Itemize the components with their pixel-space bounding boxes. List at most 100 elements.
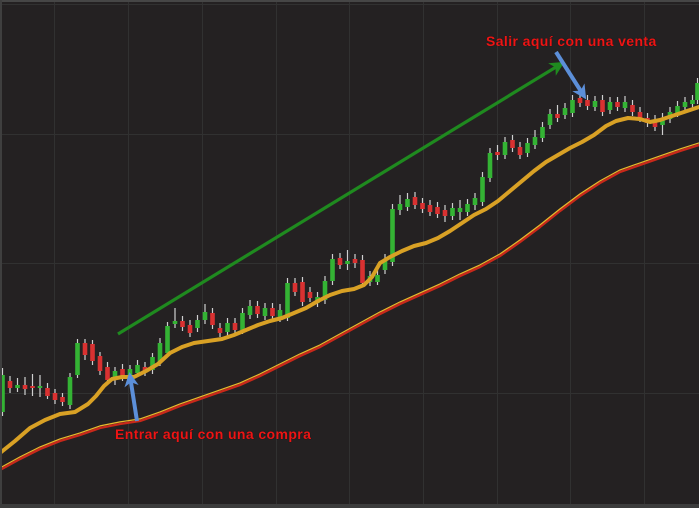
candle-body: [487, 153, 493, 178]
candle-body: [300, 282, 305, 302]
candle-body: [345, 261, 350, 264]
candle-body: [22, 385, 28, 389]
candle-body: [405, 199, 410, 207]
candle-body: [37, 386, 43, 388]
candle-down: [52, 389, 58, 404]
candle-body: [390, 209, 395, 262]
candle-up: [0, 368, 5, 416]
candle-down: [517, 142, 523, 159]
candle-body: [292, 283, 298, 292]
candle-up: [405, 193, 410, 211]
candle-body: [337, 258, 343, 265]
candle-body: [352, 259, 358, 263]
candle-body: [615, 102, 620, 107]
candle-body: [465, 204, 470, 212]
chart-bottom-border: [0, 504, 699, 508]
candle-body: [232, 323, 238, 330]
candle-up: [695, 78, 699, 104]
candle-down: [615, 97, 620, 111]
candle-body: [450, 208, 455, 216]
candle-down: [585, 95, 590, 110]
candle-down: [495, 145, 500, 160]
candle-up: [660, 113, 665, 135]
candle-body: [217, 328, 223, 333]
candle-body: [322, 281, 328, 300]
candle-body: [675, 106, 680, 113]
candle-up: [690, 95, 695, 109]
candle-body: [562, 108, 568, 115]
buy-point-arrow: [124, 372, 139, 422]
candle-body: [690, 100, 695, 104]
candle-up: [532, 130, 538, 149]
candle-up: [622, 96, 628, 112]
candle-body: [247, 306, 253, 315]
trend-arrow: [117, 61, 565, 336]
candle-body: [607, 102, 613, 110]
candle-body: [682, 102, 688, 107]
candle-body: [15, 385, 20, 388]
candle-up: [330, 254, 335, 285]
candle-down: [420, 198, 425, 213]
candle-down: [307, 287, 313, 302]
candle-up: [472, 193, 478, 210]
candle-up: [375, 270, 380, 285]
candle-body: [7, 381, 13, 388]
candle-body: [375, 275, 380, 282]
candle-body: [695, 83, 699, 100]
candle-up: [345, 250, 350, 270]
candle-body: [435, 207, 440, 214]
candle-up: [172, 308, 178, 328]
candle-down: [180, 316, 185, 331]
candle-body: [525, 143, 530, 153]
candle-up: [502, 137, 508, 159]
candle-down: [352, 254, 358, 268]
candle-down: [442, 205, 448, 222]
candle-body: [397, 204, 403, 210]
candle-body: [480, 177, 485, 202]
candle-body: [442, 210, 448, 216]
candle-down: [555, 105, 560, 122]
candle-body: [652, 120, 658, 127]
candle-body: [52, 393, 58, 400]
candle-body: [135, 365, 140, 373]
candle-up: [195, 315, 200, 332]
candle-down: [232, 318, 238, 334]
candle-down: [90, 340, 95, 365]
slow-ma-red-line: [0, 143, 699, 472]
candle-body: [622, 102, 628, 108]
candle-up: [225, 318, 230, 336]
annotation-sell-label: Salir aquí con una venta: [486, 33, 657, 49]
candle-body: [112, 371, 118, 378]
candle-body: [255, 306, 260, 314]
candle-body: [630, 105, 635, 112]
candle-body: [570, 100, 575, 113]
candle-up: [525, 138, 530, 157]
candle-body: [495, 152, 500, 155]
candle-body: [180, 321, 185, 327]
candle-up: [382, 254, 388, 274]
candle-body: [187, 325, 193, 333]
candle-down: [412, 192, 418, 209]
fast-ma-gold-line: [0, 105, 699, 455]
slow-ma-gold-companion-line: [0, 142, 699, 469]
candle-down: [435, 202, 440, 218]
candle-down: [427, 200, 433, 216]
candle-body: [150, 357, 155, 370]
chart-top-border: [0, 0, 699, 2]
candle-up: [165, 322, 170, 356]
candle-body: [472, 198, 478, 205]
candle-body: [165, 326, 170, 353]
candle-body: [157, 343, 163, 362]
candle-down: [292, 278, 298, 296]
candle-body: [577, 98, 583, 103]
candle-up: [112, 367, 118, 385]
candle-body: [262, 308, 268, 316]
candle-up: [607, 97, 613, 114]
candle-down: [82, 339, 88, 360]
candle-down: [187, 320, 193, 337]
candle-body: [427, 205, 433, 212]
candle-body: [75, 343, 80, 375]
candle-down: [30, 374, 35, 396]
